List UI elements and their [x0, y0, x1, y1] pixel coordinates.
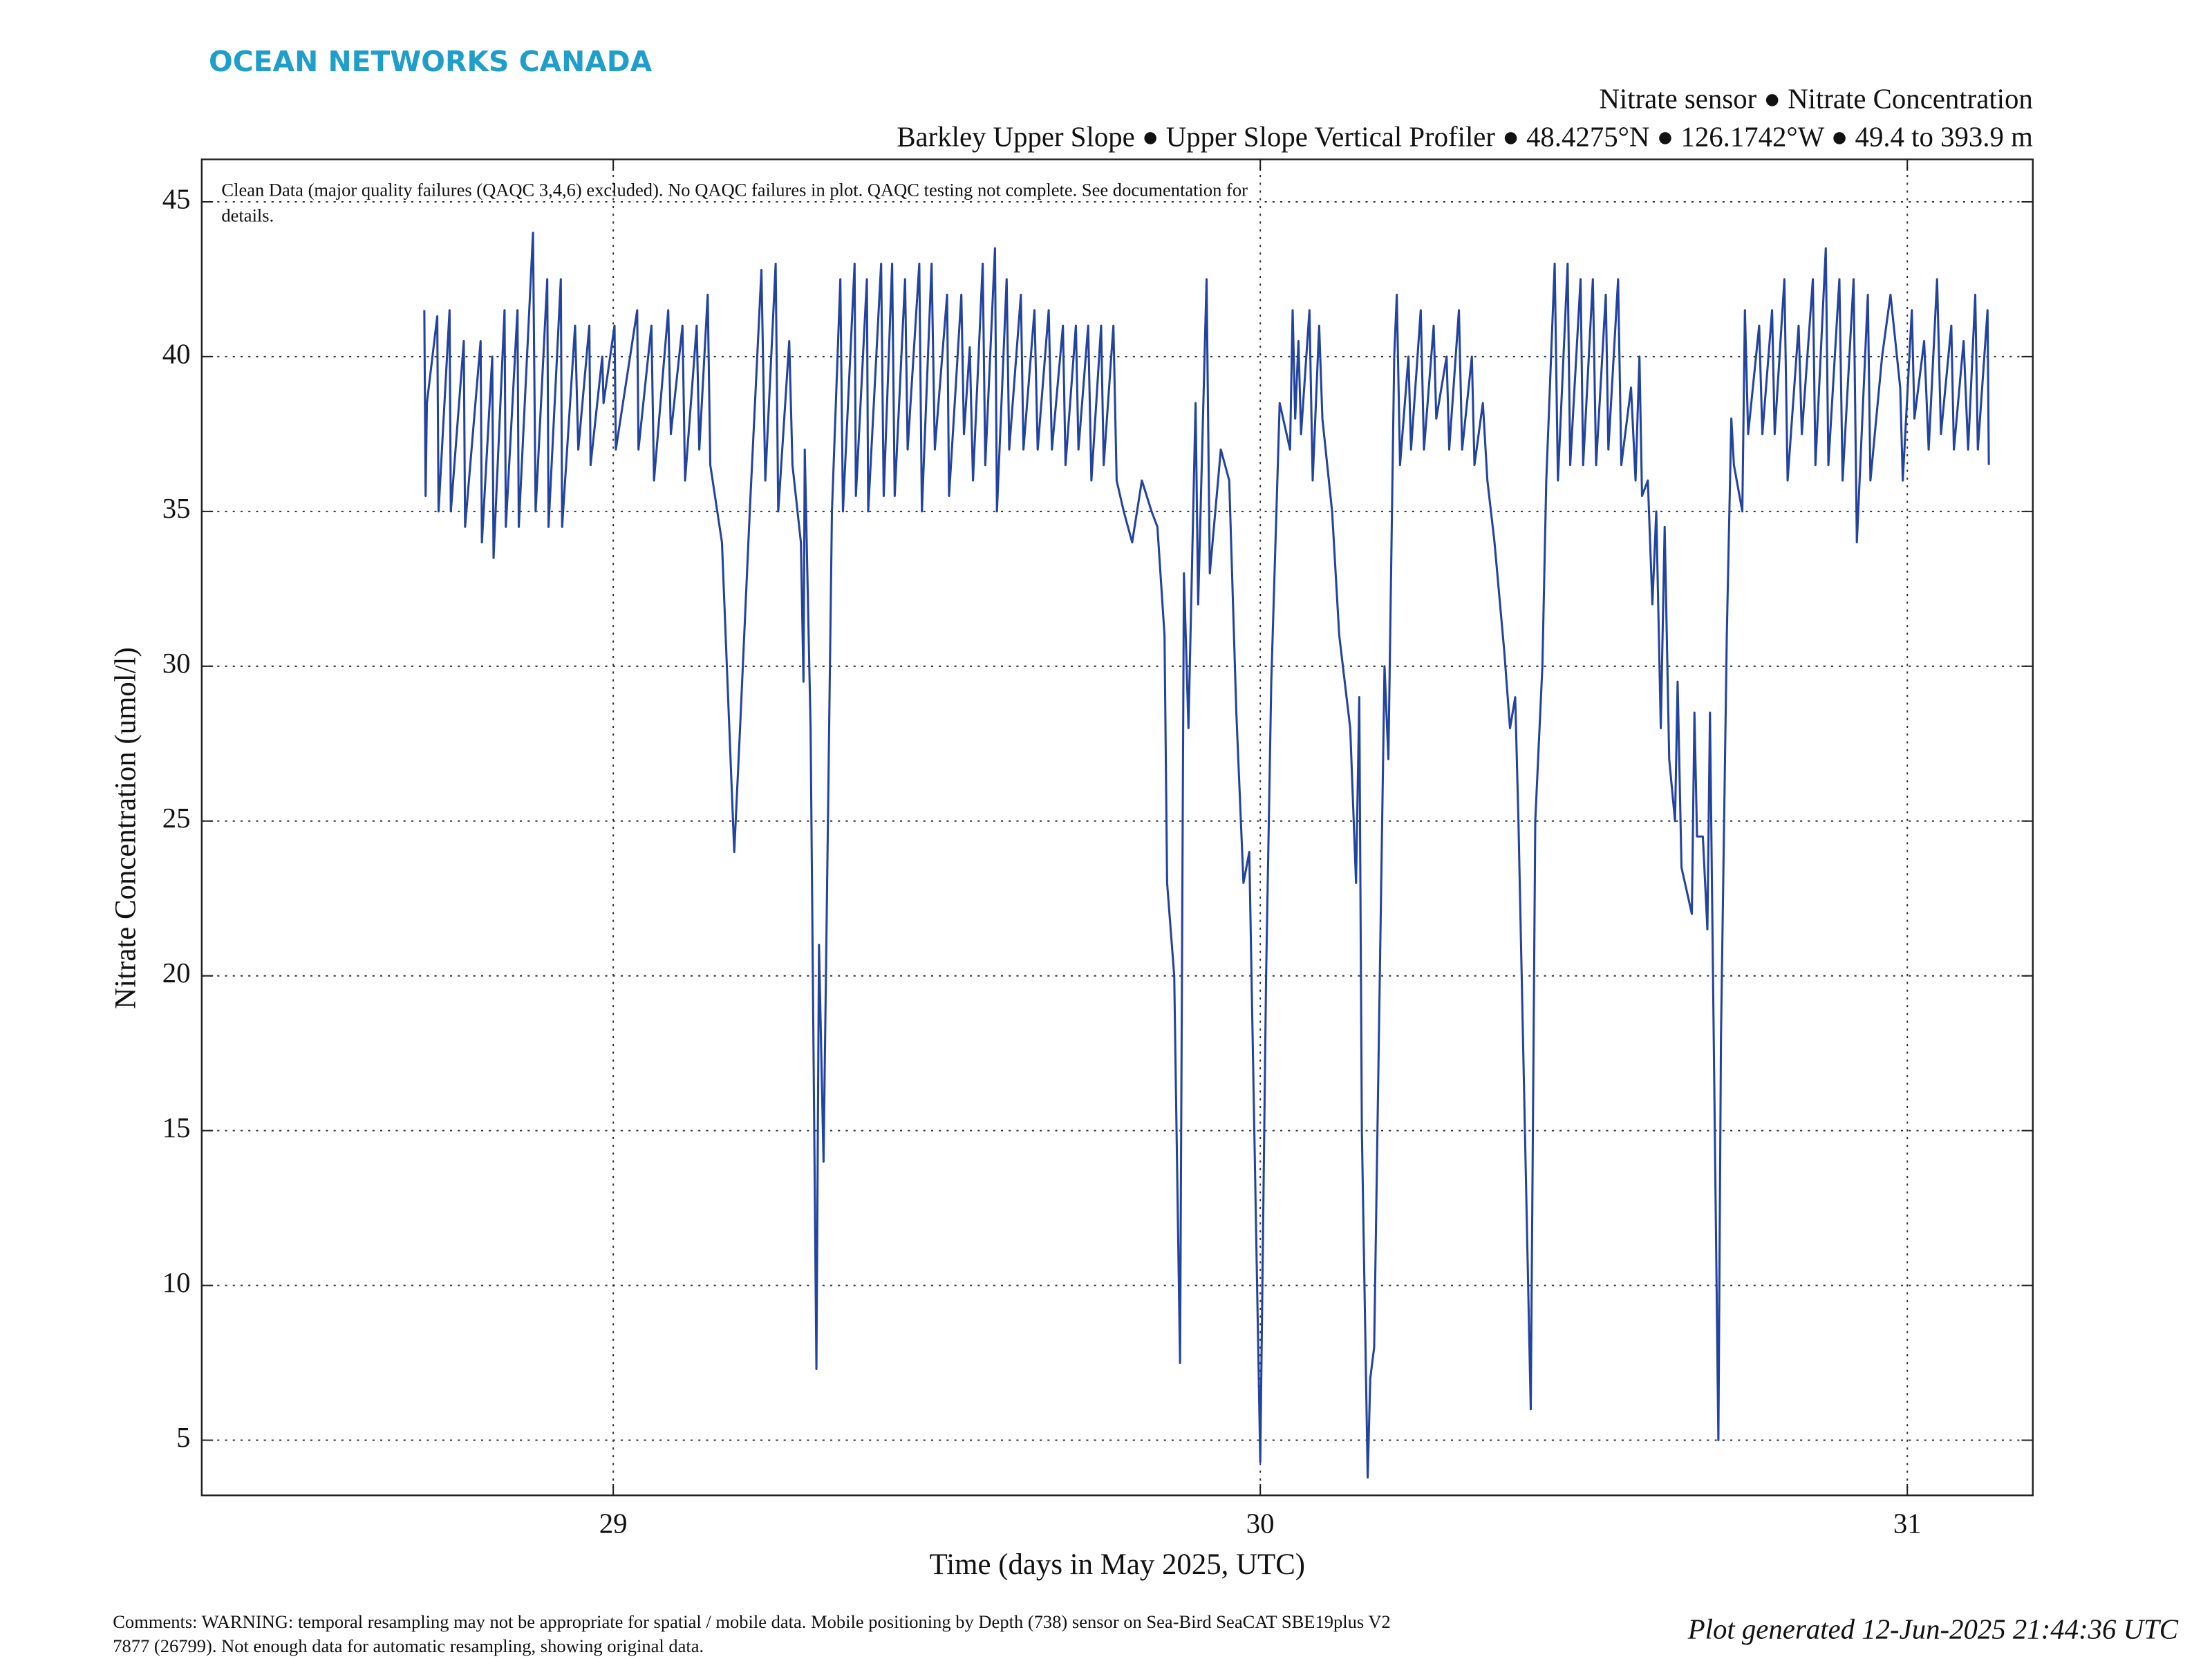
- x-tick-label: 30: [1246, 1508, 1275, 1539]
- x-tick-label: 29: [599, 1508, 628, 1539]
- y-tick-label: 5: [176, 1422, 190, 1453]
- y-tick-label: 30: [162, 648, 191, 679]
- footer-comment: Comments: WARNING: temporal resampling m…: [113, 1611, 1390, 1632]
- y-axis-label: Nitrate Concentration (umol/l): [110, 647, 142, 1009]
- generated-note: Plot generated 12-Jun-2025 21:44:36 UTC: [1687, 1614, 2179, 1645]
- x-tick-label: 31: [1893, 1508, 1922, 1539]
- plot-frame: [200, 158, 2034, 1497]
- grid: 5 10 15 20 25 30 35 40 45 29 30 31: [162, 159, 2033, 1539]
- y-tick-label: 10: [162, 1267, 191, 1298]
- footer-comment: 7877 (26799). Not enough data for automa…: [113, 1635, 704, 1656]
- chart-title: Nitrate sensor ● Nitrate Concentration: [1599, 83, 2032, 114]
- marks: [423, 232, 1990, 1479]
- y-tick-label: 15: [162, 1112, 191, 1143]
- x-axis-label: Time (days in May 2025, UTC): [930, 1548, 1305, 1581]
- annotation: details.: [221, 205, 274, 225]
- data-line: [423, 232, 1990, 1479]
- y-tick-label: 25: [162, 803, 191, 834]
- y-tick-label: 40: [162, 338, 191, 369]
- y-tick-label: 45: [162, 183, 191, 214]
- brand: OCEAN NETWORKS CANADA: [209, 45, 653, 78]
- annotation: Clean Data (major quality failures (QAQC…: [221, 180, 1248, 200]
- y-tick-label: 35: [162, 493, 191, 524]
- chart-subtitle: Barkley Upper Slope ● Upper Slope Vertic…: [897, 121, 2033, 152]
- y-tick-label: 20: [162, 957, 191, 988]
